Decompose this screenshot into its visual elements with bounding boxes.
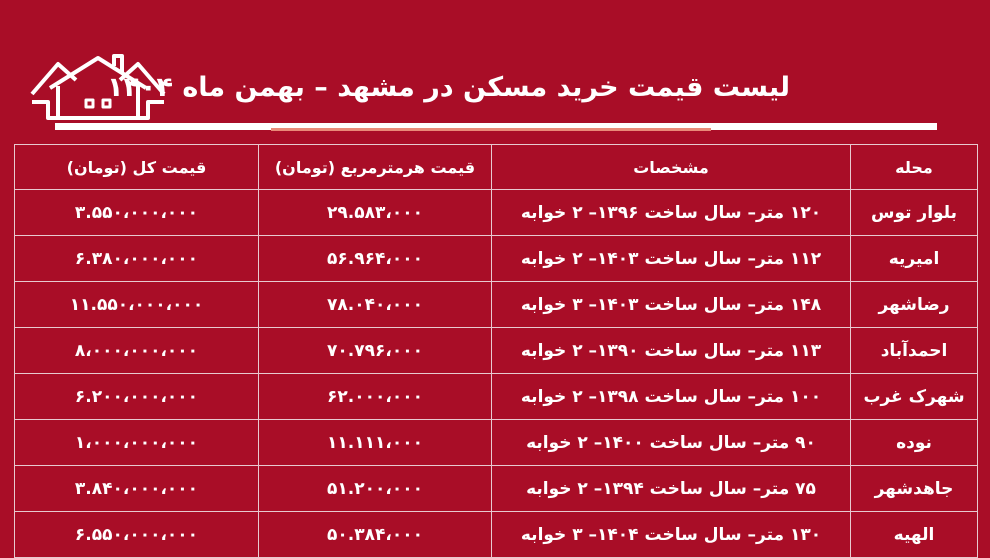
cell-price-per-meter: ۶۲.۰۰۰،۰۰۰	[258, 373, 492, 420]
cell-price-per-meter: ۵۱.۲۰۰،۰۰۰	[258, 465, 492, 512]
header-area: محله	[850, 144, 978, 190]
table-row: شهرک غرب ۱۰۰ متر– سال ساخت ۱۳۹۸– ۲ خوابه ۶…	[14, 373, 978, 420]
cell-price-per-meter: ۱۱.۱۱۱،۰۰۰	[258, 419, 492, 466]
cell-total-price: ۶.۲۰۰،۰۰۰،۰۰۰	[14, 373, 259, 420]
cell-area: جاهدشهر	[850, 465, 978, 512]
cell-total-price: ۱،۰۰۰،۰۰۰،۰۰۰	[14, 419, 259, 466]
cell-spec: ۱۳۰ متر– سال ساخت ۱۴۰۴– ۳ خوابه	[491, 511, 851, 558]
table-row: الهیه ۱۳۰ متر– سال ساخت ۱۴۰۴– ۳ خوابه ۵۰.۳…	[14, 511, 978, 558]
cell-total-price: ۳.۵۵۰،۰۰۰،۰۰۰	[14, 189, 259, 236]
cell-total-price: ۱۱.۵۵۰،۰۰۰،۰۰۰	[14, 281, 259, 328]
cell-spec: ۹۰ متر– سال ساخت ۱۴۰۰– ۲ خوابه	[491, 419, 851, 466]
cell-spec: ۱۱۳ متر– سال ساخت ۱۳۹۰– ۲ خوابه	[491, 327, 851, 374]
cell-total-price: ۳.۸۴۰،۰۰۰،۰۰۰	[14, 465, 259, 512]
table-row: احمدآباد ۱۱۳ متر– سال ساخت ۱۳۹۰– ۲ خوابه ۷…	[14, 327, 978, 374]
cell-spec: ۷۵ متر– سال ساخت ۱۳۹۴– ۲ خوابه	[491, 465, 851, 512]
cell-price-per-meter: ۷۸.۰۴۰،۰۰۰	[258, 281, 492, 328]
cell-price-per-meter: ۵۰.۳۸۴،۰۰۰	[258, 511, 492, 558]
cell-spec: ۱۴۸ متر– سال ساخت ۱۴۰۳– ۳ خوابه	[491, 281, 851, 328]
cell-total-price: ۸،۰۰۰،۰۰۰،۰۰۰	[14, 327, 259, 374]
title-underline	[55, 123, 937, 130]
table-row: بلوار توس ۱۲۰ متر– سال ساخت ۱۳۹۶– ۲ خوابه…	[14, 189, 978, 236]
cell-price-per-meter: ۵۶.۹۶۴،۰۰۰	[258, 235, 492, 282]
page-title: لیست قیمت خرید مسکن در مشهد – بهمن ماه ۱…	[107, 72, 790, 103]
table-row: رضاشهر ۱۴۸ متر– سال ساخت ۱۴۰۳– ۳ خوابه ۷۸.…	[14, 281, 978, 328]
header-price-per-meter: قیمت هرمترمربع (تومان)	[258, 144, 492, 190]
cell-spec: ۱۱۲ متر– سال ساخت ۱۴۰۳– ۲ خوابه	[491, 235, 851, 282]
table-header-row: محله مشخصات قیمت هرمترمربع (تومان) قیمت …	[14, 144, 978, 190]
houses-icon	[30, 54, 166, 120]
header-spec: مشخصات	[491, 144, 851, 190]
cell-total-price: ۶.۵۵۰،۰۰۰،۰۰۰	[14, 511, 259, 558]
cell-spec: ۱۲۰ متر– سال ساخت ۱۳۹۶– ۲ خوابه	[491, 189, 851, 236]
price-table: محله مشخصات قیمت هرمترمربع (تومان) قیمت …	[14, 144, 978, 558]
cell-area: شهرک غرب	[850, 373, 978, 420]
cell-area: رضاشهر	[850, 281, 978, 328]
cell-area: امیریه	[850, 235, 978, 282]
table-row: امیریه ۱۱۲ متر– سال ساخت ۱۴۰۳– ۲ خوابه ۵۶.…	[14, 235, 978, 282]
header-total-price: قیمت کل (تومان)	[14, 144, 259, 190]
cell-price-per-meter: ۷۰.۷۹۶،۰۰۰	[258, 327, 492, 374]
cell-spec: ۱۰۰ متر– سال ساخت ۱۳۹۸– ۲ خوابه	[491, 373, 851, 420]
cell-area: نوده	[850, 419, 978, 466]
cell-total-price: ۶.۳۸۰،۰۰۰،۰۰۰	[14, 235, 259, 282]
cell-price-per-meter: ۲۹.۵۸۳،۰۰۰	[258, 189, 492, 236]
cell-area: بلوار توس	[850, 189, 978, 236]
table-row: جاهدشهر ۷۵ متر– سال ساخت ۱۳۹۴– ۲ خوابه ۵۱.…	[14, 465, 978, 512]
cell-area: الهیه	[850, 511, 978, 558]
table-row: نوده ۹۰ متر– سال ساخت ۱۴۰۰– ۲ خوابه ۱۱.۱۱۱…	[14, 419, 978, 466]
cell-area: احمدآباد	[850, 327, 978, 374]
title-underline-accent	[271, 128, 711, 131]
